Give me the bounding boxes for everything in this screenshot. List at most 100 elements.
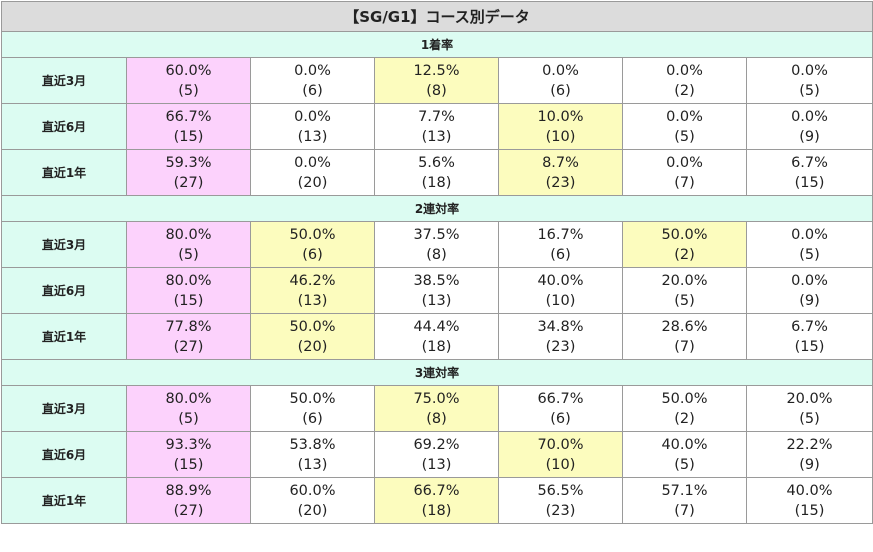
course-6-cell: 0.0% (9) xyxy=(746,267,873,314)
course-4-cell: 10.0% (10) xyxy=(498,103,623,150)
course-1-cell: 77.8% (27) xyxy=(126,313,251,360)
course-2-cell: 60.0% (20) xyxy=(250,477,375,524)
period-label: 直近3月 xyxy=(1,385,127,432)
race-count: (15) xyxy=(173,128,204,145)
course-4-cell: 56.5% (23) xyxy=(498,477,623,524)
course-5-cell: 0.0% (2) xyxy=(622,57,747,104)
table-row: 直近6月 93.3% (15) 53.8% (13) 69.2% (13) 70.0% (10)… xyxy=(1,431,873,478)
race-count: (13) xyxy=(297,128,328,145)
race-count: (5) xyxy=(178,410,199,427)
period-label: 直近1年 xyxy=(1,477,127,524)
rate-value: 56.5% xyxy=(537,482,584,499)
section-header: 2連対率 xyxy=(1,195,873,222)
course-3-cell: 7.7% (13) xyxy=(374,103,499,150)
course-5-cell: 28.6% (7) xyxy=(622,313,747,360)
rate-value: 10.0% xyxy=(537,108,584,125)
rate-value: 20.0% xyxy=(786,390,833,407)
rate-value: 80.0% xyxy=(165,226,212,243)
rate-value: 6.7% xyxy=(791,154,828,171)
rate-value: 40.0% xyxy=(786,482,833,499)
rate-value: 0.0% xyxy=(791,226,828,243)
course-1-cell: 60.0% (5) xyxy=(126,57,251,104)
course-4-cell: 34.8% (23) xyxy=(498,313,623,360)
rate-value: 40.0% xyxy=(661,436,708,453)
rate-value: 12.5% xyxy=(413,62,460,79)
race-count: (6) xyxy=(302,410,323,427)
section-row: 2連対率 xyxy=(1,195,873,222)
race-count: (10) xyxy=(545,456,576,473)
race-count: (27) xyxy=(173,338,204,355)
course-2-cell: 50.0% (6) xyxy=(250,385,375,432)
rate-value: 38.5% xyxy=(413,272,460,289)
course-5-cell: 57.1% (7) xyxy=(622,477,747,524)
rate-value: 0.0% xyxy=(294,108,331,125)
rate-value: 66.7% xyxy=(165,108,212,125)
race-count: (15) xyxy=(794,338,825,355)
course-1-cell: 66.7% (15) xyxy=(126,103,251,150)
rate-value: 34.8% xyxy=(537,318,584,335)
rate-value: 7.7% xyxy=(418,108,455,125)
course-6-cell: 6.7% (15) xyxy=(746,313,873,360)
course-2-cell: 50.0% (6) xyxy=(250,221,375,268)
course-1-cell: 93.3% (15) xyxy=(126,431,251,478)
race-count: (6) xyxy=(550,246,571,263)
section-header: 1着率 xyxy=(1,31,873,58)
race-count: (27) xyxy=(173,174,204,191)
rate-value: 0.0% xyxy=(666,108,703,125)
race-count: (8) xyxy=(426,246,447,263)
course-stats-table: 【SG/G1】コース別データ 1着率 直近3月 60.0% (5) 0.0% (6) 12.… xyxy=(1,1,873,524)
table-row: 直近3月 80.0% (5) 50.0% (6) 37.5% (8) 16.7% (6) 50.0… xyxy=(1,221,873,268)
course-3-cell: 38.5% (13) xyxy=(374,267,499,314)
period-label: 直近3月 xyxy=(1,221,127,268)
rate-value: 70.0% xyxy=(537,436,584,453)
race-count: (13) xyxy=(421,292,452,309)
race-count: (9) xyxy=(799,292,820,309)
rate-value: 59.3% xyxy=(165,154,212,171)
race-count: (8) xyxy=(426,82,447,99)
race-count: (7) xyxy=(674,174,695,191)
table-title: 【SG/G1】コース別データ xyxy=(1,1,873,32)
rate-value: 20.0% xyxy=(661,272,708,289)
rate-value: 0.0% xyxy=(294,154,331,171)
race-count: (23) xyxy=(545,338,576,355)
rate-value: 6.7% xyxy=(791,318,828,335)
race-count: (5) xyxy=(799,246,820,263)
rate-value: 93.3% xyxy=(165,436,212,453)
rate-value: 66.7% xyxy=(413,482,460,499)
section-header: 3連対率 xyxy=(1,359,873,386)
rate-value: 57.1% xyxy=(661,482,708,499)
table-row: 直近3月 60.0% (5) 0.0% (6) 12.5% (8) 0.0% (6) 0.0% (2… xyxy=(1,57,873,104)
race-count: (7) xyxy=(674,502,695,519)
course-4-cell: 8.7% (23) xyxy=(498,149,623,196)
course-2-cell: 53.8% (13) xyxy=(250,431,375,478)
course-5-cell: 0.0% (7) xyxy=(622,149,747,196)
rate-value: 16.7% xyxy=(537,226,584,243)
course-3-cell: 37.5% (8) xyxy=(374,221,499,268)
race-count: (2) xyxy=(674,82,695,99)
race-count: (7) xyxy=(674,338,695,355)
period-label: 直近6月 xyxy=(1,267,127,314)
course-1-cell: 80.0% (5) xyxy=(126,385,251,432)
rate-value: 53.8% xyxy=(289,436,336,453)
section-row: 1着率 xyxy=(1,31,873,58)
race-count: (5) xyxy=(799,82,820,99)
course-3-cell: 69.2% (13) xyxy=(374,431,499,478)
section-row: 3連対率 xyxy=(1,359,873,386)
period-label: 直近6月 xyxy=(1,103,127,150)
race-count: (15) xyxy=(794,502,825,519)
table-row: 直近6月 66.7% (15) 0.0% (13) 7.7% (13) 10.0% (10) 0.… xyxy=(1,103,873,150)
race-count: (2) xyxy=(674,246,695,263)
rate-value: 22.2% xyxy=(786,436,833,453)
rate-value: 69.2% xyxy=(413,436,460,453)
race-count: (20) xyxy=(297,338,328,355)
rate-value: 0.0% xyxy=(791,62,828,79)
course-2-cell: 0.0% (6) xyxy=(250,57,375,104)
rate-value: 0.0% xyxy=(542,62,579,79)
rate-value: 80.0% xyxy=(165,390,212,407)
course-6-cell: 6.7% (15) xyxy=(746,149,873,196)
course-5-cell: 20.0% (5) xyxy=(622,267,747,314)
race-count: (18) xyxy=(421,502,452,519)
race-count: (10) xyxy=(545,292,576,309)
course-3-cell: 12.5% (8) xyxy=(374,57,499,104)
course-6-cell: 40.0% (15) xyxy=(746,477,873,524)
